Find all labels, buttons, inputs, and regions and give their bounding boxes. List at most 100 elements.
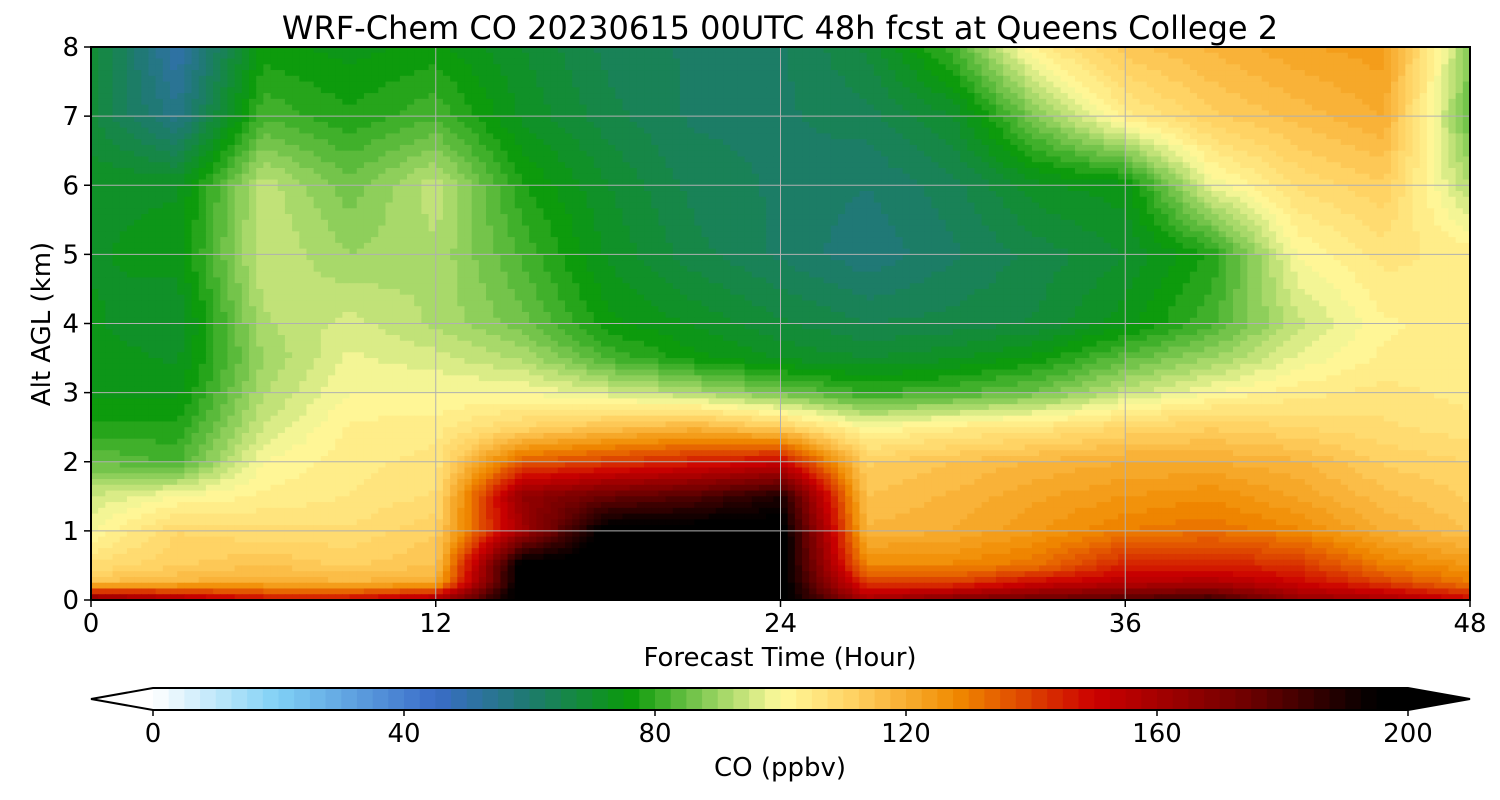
field-cell	[320, 110, 329, 117]
field-cell	[536, 52, 545, 60]
field-cell	[1319, 98, 1327, 106]
field-cell	[715, 156, 724, 163]
field-cell	[715, 144, 724, 152]
field-cell	[234, 110, 243, 117]
field-cell	[881, 162, 889, 169]
field-cell	[1319, 191, 1327, 198]
field-cell	[816, 93, 825, 100]
field-cell	[1311, 87, 1320, 94]
field-cell	[909, 121, 918, 129]
field-cell	[881, 110, 889, 117]
field-cell	[256, 139, 264, 146]
field-cell	[629, 162, 638, 169]
field-cell	[1369, 70, 1378, 77]
field-cell	[859, 144, 868, 152]
field-cell	[342, 167, 351, 175]
field-cell	[615, 179, 624, 186]
field-cell	[888, 144, 897, 152]
field-cell	[960, 81, 968, 88]
field-cell	[730, 121, 738, 129]
field-cell	[435, 191, 444, 198]
field-cell	[579, 191, 588, 198]
field-cell	[665, 110, 674, 117]
field-cell	[751, 185, 760, 192]
field-cell	[766, 64, 774, 71]
field-cell	[270, 150, 279, 158]
field-cell	[1182, 167, 1191, 175]
field-cell	[636, 121, 645, 129]
field-cell	[148, 191, 157, 198]
field-cell	[1398, 150, 1406, 158]
field-cell	[1218, 121, 1227, 129]
field-cell	[213, 98, 221, 106]
field-cell	[205, 75, 214, 83]
field-cell	[1118, 139, 1126, 146]
field-cell	[938, 47, 947, 54]
field-cell	[500, 173, 509, 181]
field-cell	[1455, 110, 1464, 117]
field-cell	[105, 133, 114, 140]
field-cell	[313, 52, 322, 60]
field-cell	[141, 144, 150, 152]
field-cell	[457, 191, 466, 198]
field-cell	[600, 93, 609, 100]
field-cell	[1189, 150, 1198, 158]
field-cell	[1153, 47, 1162, 54]
field-cell	[1405, 70, 1414, 77]
field-cell	[1326, 173, 1335, 181]
field-cell	[342, 116, 351, 123]
field-cell	[945, 93, 954, 100]
field-cell	[119, 116, 128, 123]
field-cell	[608, 127, 616, 135]
field-cell	[356, 144, 365, 152]
field-cell	[672, 47, 681, 54]
field-cell	[320, 121, 329, 129]
field-cell	[881, 139, 889, 146]
field-cell	[1175, 133, 1184, 140]
field-cell	[565, 191, 573, 198]
field-cell	[177, 127, 185, 135]
field-cell	[450, 191, 458, 198]
field-cell	[1010, 58, 1019, 65]
field-cell	[823, 104, 832, 111]
field-cell	[1118, 162, 1126, 169]
field-cell	[1319, 156, 1327, 163]
field-cell	[299, 121, 308, 129]
field-cell	[306, 167, 315, 175]
field-cell	[234, 52, 243, 60]
field-cell	[708, 104, 717, 111]
field-cell	[823, 87, 832, 94]
field-cell	[464, 87, 473, 94]
field-cell	[1362, 127, 1371, 135]
field-cell	[895, 93, 904, 100]
field-cell	[1369, 144, 1378, 152]
field-cell	[1139, 64, 1148, 71]
field-cell	[1089, 139, 1098, 146]
field-cell	[1311, 127, 1320, 135]
field-cell	[938, 87, 947, 94]
field-cell	[1204, 179, 1213, 186]
field-cell	[536, 81, 545, 88]
field-cell	[234, 98, 243, 106]
field-cell	[1319, 173, 1327, 181]
field-cell	[1232, 150, 1241, 158]
field-cell	[464, 75, 473, 83]
field-cell	[1448, 191, 1457, 198]
field-cell	[593, 64, 602, 71]
field-cell	[586, 179, 595, 186]
field-cell	[938, 133, 947, 140]
field-cell	[823, 93, 832, 100]
field-cell	[91, 133, 99, 140]
field-cell	[737, 110, 746, 117]
field-cell	[1096, 93, 1105, 100]
field-cell	[629, 150, 638, 158]
field-cell	[1182, 144, 1191, 152]
field-cell	[830, 116, 839, 123]
field-cell	[550, 121, 559, 129]
field-cell	[1039, 58, 1047, 65]
field-cell	[967, 121, 976, 129]
field-cell	[349, 116, 358, 123]
field-cell	[1161, 81, 1169, 88]
field-cell	[1067, 98, 1076, 106]
field-cell	[593, 104, 602, 111]
